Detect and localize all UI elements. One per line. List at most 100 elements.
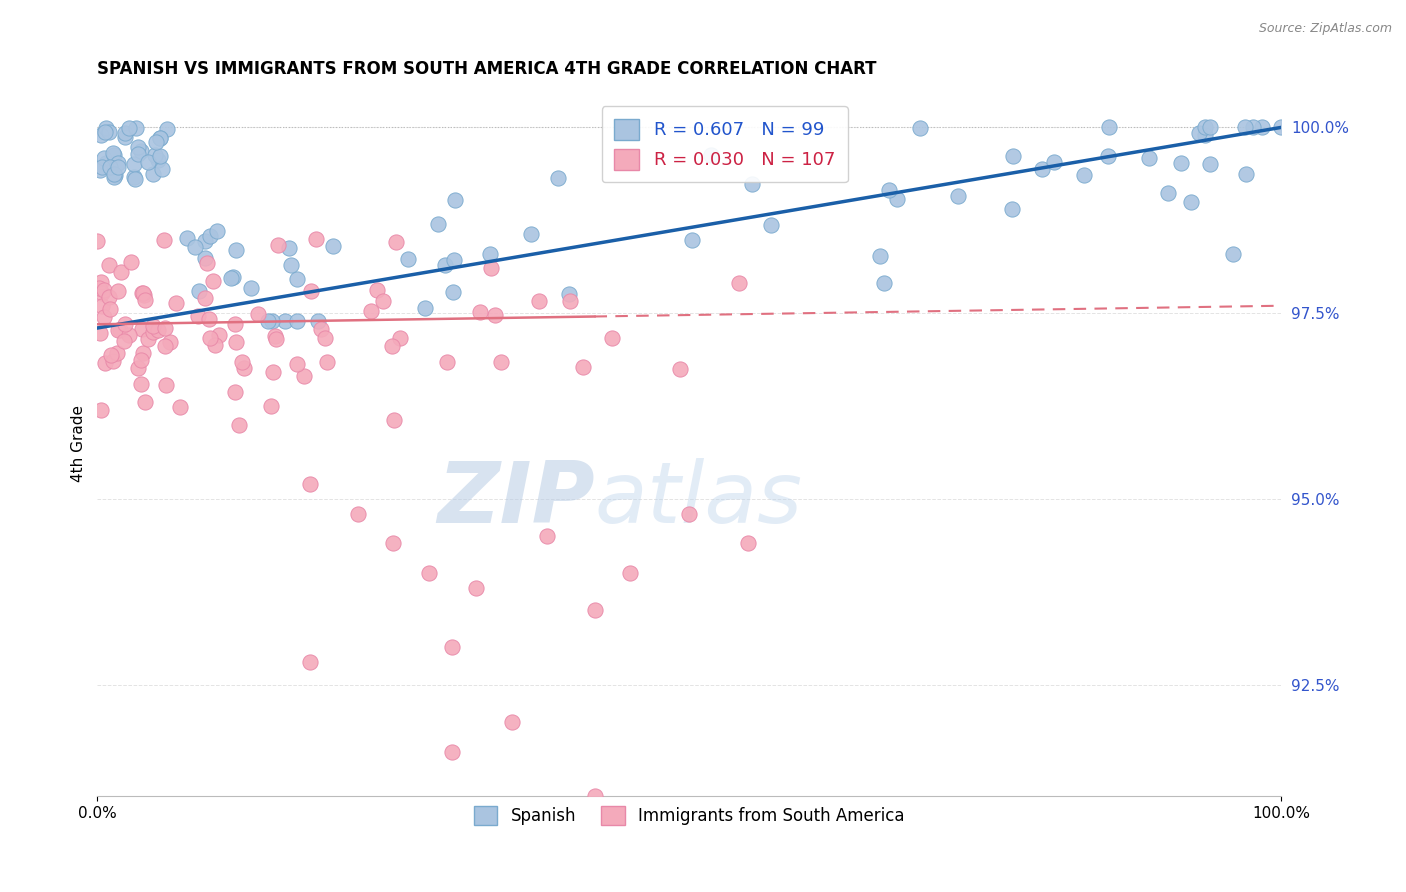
Point (134, 394, 156, 409)
Point (129, 376, 152, 391)
Point (90, 275, 112, 289)
Point (194, 251, 217, 265)
Point (682, 233, 704, 247)
Point (131, 322, 153, 336)
Point (125, 121, 148, 136)
Point (285, 357, 308, 371)
Point (468, 305, 491, 319)
Point (145, 135, 167, 149)
Point (107, 284, 129, 298)
Point (110, 264, 132, 278)
Point (700, 148, 723, 162)
Point (132, 285, 155, 300)
Point (124, 172, 146, 186)
Point (292, 368, 315, 383)
Point (97, 125, 120, 139)
Point (1157, 186, 1180, 200)
Point (727, 277, 749, 291)
Point (98, 259, 121, 273)
Point (382, 536, 405, 550)
Point (233, 361, 256, 376)
Point (127, 147, 149, 161)
Point (307, 313, 329, 327)
Point (536, 529, 558, 543)
Point (1241, 120, 1264, 135)
Point (1098, 120, 1121, 135)
Point (583, 789, 606, 803)
Point (221, 271, 243, 285)
Point (100, 349, 122, 363)
Point (205, 224, 228, 238)
Point (129, 145, 152, 159)
Point (277, 241, 299, 255)
Legend: Spanish, Immigrants from South America: Spanish, Immigrants from South America (465, 797, 912, 834)
Point (381, 339, 404, 353)
Point (360, 303, 382, 318)
Point (94, 155, 117, 169)
Point (1233, 120, 1256, 135)
Point (266, 332, 288, 346)
Point (869, 249, 891, 263)
Point (1180, 195, 1202, 210)
Point (194, 234, 217, 248)
Point (194, 292, 217, 306)
Point (441, 745, 464, 759)
Point (260, 313, 283, 327)
Point (465, 581, 488, 595)
Point (103, 146, 125, 161)
Point (98, 301, 121, 316)
Point (114, 126, 136, 140)
Point (153, 233, 176, 247)
Point (176, 231, 198, 245)
Point (1001, 202, 1024, 216)
Point (122, 157, 145, 171)
Point (94, 356, 117, 370)
Point (103, 148, 125, 162)
Point (520, 227, 543, 242)
Point (107, 323, 129, 337)
Point (169, 401, 191, 415)
Point (583, 603, 606, 617)
Point (443, 253, 465, 268)
Point (195, 256, 218, 270)
Point (436, 355, 458, 369)
Point (1234, 167, 1257, 181)
Point (127, 140, 149, 154)
Point (156, 122, 179, 136)
Point (197, 311, 219, 326)
Point (103, 168, 125, 182)
Point (107, 156, 129, 170)
Point (86, 234, 108, 248)
Point (225, 243, 247, 257)
Point (94, 125, 117, 139)
Point (239, 281, 262, 295)
Point (479, 260, 502, 275)
Text: SPANISH VS IMMIGRANTS FROM SOUTH AMERICA 4TH GRADE CORRELATION CHART: SPANISH VS IMMIGRANTS FROM SOUTH AMERICA… (97, 60, 877, 78)
Point (222, 269, 245, 284)
Point (208, 328, 231, 343)
Point (1170, 156, 1192, 170)
Point (122, 170, 145, 185)
Point (202, 274, 225, 288)
Point (103, 169, 125, 184)
Point (1097, 149, 1119, 163)
Point (396, 252, 419, 266)
Point (153, 339, 176, 353)
Point (908, 121, 931, 136)
Point (90, 299, 112, 313)
Point (93, 310, 115, 324)
Point (247, 307, 270, 321)
Y-axis label: 4th Grade: 4th Grade (72, 405, 86, 482)
Point (146, 153, 169, 167)
Point (558, 287, 581, 301)
Point (489, 355, 512, 369)
Point (1199, 120, 1222, 135)
Point (114, 318, 136, 332)
Point (224, 385, 246, 400)
Point (1194, 128, 1216, 142)
Point (89, 281, 111, 295)
Point (385, 235, 408, 249)
Point (118, 121, 141, 136)
Point (91, 160, 114, 174)
Point (105, 346, 128, 360)
